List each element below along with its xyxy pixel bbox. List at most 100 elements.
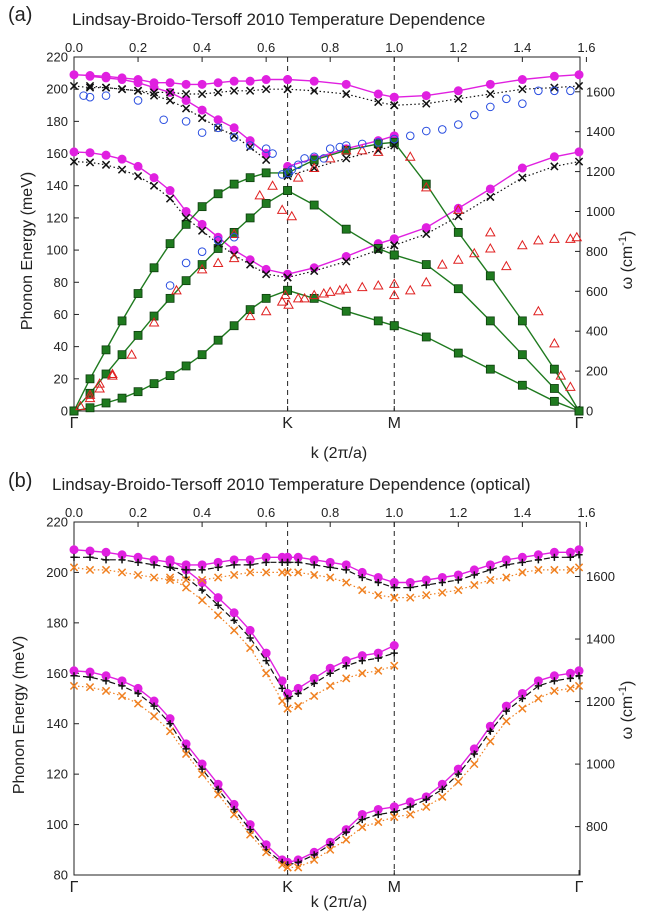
- data-point: [470, 750, 478, 758]
- data-point: [182, 745, 190, 753]
- data-point: [454, 777, 463, 786]
- data-point: [470, 759, 479, 769]
- panel-b-title: Lindsay-Broido-Tersoff 2010 Temperature …: [52, 475, 531, 494]
- data-point: [262, 669, 271, 678]
- data-point: [437, 125, 447, 134]
- data-point: [565, 381, 576, 391]
- data-point: [310, 163, 319, 173]
- data-point: [421, 260, 431, 269]
- data-point: [334, 284, 346, 295]
- data-point: [485, 364, 495, 374]
- data-point: [102, 677, 110, 685]
- data-point: [117, 393, 127, 403]
- data-point: [502, 561, 510, 569]
- series-line: [73, 670, 288, 864]
- x-top-tick-label: 0.0: [65, 505, 83, 520]
- data-point: [254, 189, 266, 200]
- data-point: [358, 657, 366, 665]
- y-tick-label: 220: [46, 50, 68, 65]
- data-point: [261, 75, 271, 85]
- data-point: [453, 284, 463, 294]
- y2-tick-label: 800: [586, 244, 608, 259]
- sym-point-label: K: [282, 415, 293, 432]
- y-tick-label: 160: [46, 146, 68, 161]
- data-point: [283, 568, 292, 577]
- data-point: [278, 696, 287, 706]
- data-point: [245, 625, 255, 635]
- y2-tick-label: 400: [586, 324, 608, 339]
- data-point: [101, 398, 111, 408]
- data-point: [246, 142, 255, 152]
- data-point: [267, 180, 278, 190]
- data-point: [335, 142, 345, 152]
- x-top-tick-label: 1.6: [577, 40, 595, 55]
- data-point: [149, 91, 159, 100]
- data-point: [405, 131, 415, 141]
- data-point: [69, 147, 79, 157]
- data-point: [229, 133, 239, 142]
- x-top-tick-label: 0.4: [193, 40, 211, 55]
- data-point: [261, 168, 271, 178]
- series-line: [394, 675, 580, 813]
- data-point: [230, 805, 238, 814]
- data-point: [84, 389, 96, 399]
- data-point: [165, 239, 175, 249]
- x-top-tick-label: 0.8: [321, 40, 339, 55]
- data-point: [319, 154, 329, 163]
- data-point: [214, 601, 222, 609]
- panel-a-ylabel: Phonon Energy (meV): [19, 172, 36, 330]
- data-point: [422, 802, 431, 812]
- data-point: [69, 563, 79, 572]
- data-point: [549, 384, 559, 393]
- data-point: [574, 406, 584, 416]
- data-point: [246, 826, 254, 834]
- data-point: [468, 247, 480, 258]
- data-point: [85, 92, 95, 102]
- y2-tick-label: 600: [586, 284, 608, 299]
- data-point: [310, 679, 318, 687]
- series-line: [73, 161, 288, 278]
- data-point: [101, 345, 111, 355]
- data-point: [261, 149, 271, 159]
- data-point: [198, 566, 206, 574]
- y2-tick-label: 1000: [586, 204, 615, 219]
- data-point: [276, 204, 288, 214]
- data-point: [133, 161, 143, 171]
- data-point: [246, 643, 255, 653]
- data-point: [229, 810, 239, 819]
- data-point: [197, 219, 207, 229]
- data-point: [299, 292, 310, 303]
- data-point: [326, 841, 334, 849]
- data-point: [550, 83, 559, 92]
- data-point: [228, 228, 240, 238]
- data-point: [181, 95, 191, 105]
- chart-a: Phonon Energy (meV) ω (cm-1) k (2π/a) 0.…: [19, 40, 636, 462]
- data-point: [262, 155, 271, 165]
- data-point: [341, 224, 351, 234]
- data-point: [453, 227, 463, 237]
- sym-point-label: Γ: [70, 415, 79, 432]
- sym-point-label: Γ: [575, 879, 584, 896]
- data-point: [485, 271, 495, 281]
- data-point: [228, 252, 240, 263]
- plot-frame: [73, 56, 581, 412]
- series-line: [287, 811, 395, 866]
- data-point: [79, 91, 88, 100]
- data-point: [470, 580, 479, 590]
- data-point: [85, 81, 95, 91]
- data-point: [374, 666, 383, 675]
- data-point: [117, 85, 127, 94]
- data-point: [374, 146, 383, 155]
- data-point: [245, 213, 255, 223]
- data-point: [358, 815, 366, 824]
- data-point: [149, 379, 159, 389]
- data-point: [388, 289, 400, 300]
- data-point: [133, 96, 143, 105]
- data-point: [229, 227, 239, 237]
- data-point: [181, 276, 191, 286]
- data-point: [213, 115, 223, 125]
- y-tick-label: 200: [46, 82, 68, 97]
- data-point: [283, 75, 293, 85]
- data-point: [181, 361, 191, 371]
- data-point: [454, 120, 463, 129]
